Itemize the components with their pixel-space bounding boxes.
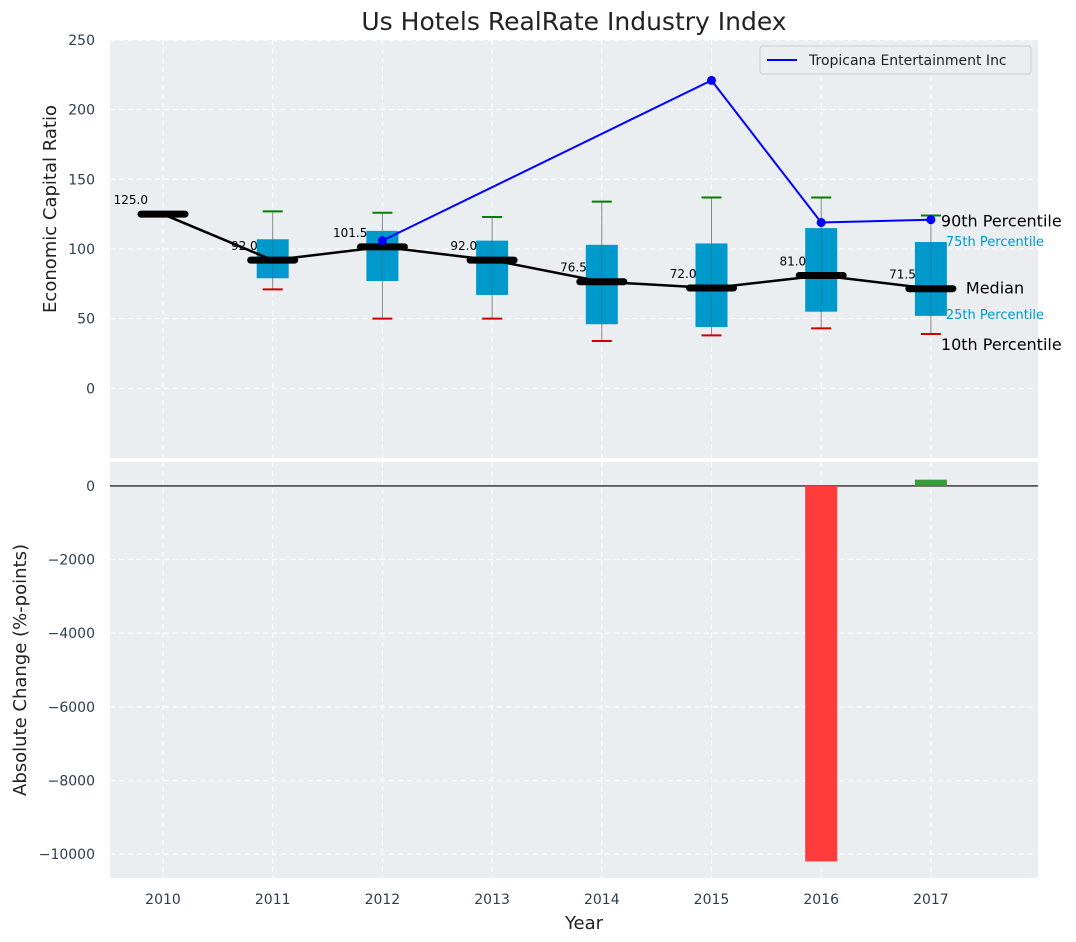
top-y-tick-label: 200 [68, 103, 95, 119]
company-series-point [816, 218, 826, 228]
annotation-75th: 75th Percentile [946, 235, 1044, 250]
bottom-y-tick-label: −10000 [39, 847, 95, 863]
change-bar [805, 485, 838, 862]
bottom-y-tick-label: −2000 [48, 553, 95, 569]
x-axis-title: Year [564, 913, 604, 934]
median-value-label: 71.5 [889, 268, 916, 282]
legend-label: Tropicana Entertainment Inc [808, 53, 1007, 69]
bottom-y-tick-label: 0 [86, 479, 95, 495]
top-y-axis-title: Economic Capital Ratio [40, 105, 61, 313]
company-series-point [926, 215, 936, 225]
bottom-plot-area [110, 462, 1038, 878]
top-y-tick-label: 250 [68, 33, 95, 49]
top-y-tick-label: 50 [77, 312, 95, 328]
top-y-tick-label: 0 [86, 381, 95, 397]
median-value-label: 76.5 [560, 261, 587, 275]
bottom-y-axis-title: Absolute Change (%-points) [10, 544, 31, 796]
annotation-median: Median [966, 279, 1024, 298]
median-value-label: 101.5 [333, 226, 367, 240]
company-series-line [381, 79, 931, 242]
x-tick-label: 2014 [584, 892, 620, 908]
bottom-y-tick-label: −4000 [48, 626, 95, 642]
median-value-label: 92.0 [231, 239, 258, 253]
x-tick-label: 2015 [694, 892, 730, 908]
x-tick-label: 2016 [803, 892, 839, 908]
median-value-label: 125.0 [114, 193, 148, 207]
annotation-10th: 10th Percentile [941, 335, 1062, 354]
legend-box [759, 45, 1032, 75]
chart-title: Us Hotels RealRate Industry Index [361, 7, 786, 36]
median-value-label: 72.0 [670, 267, 697, 281]
bottom-y-tick-label: −6000 [48, 700, 95, 716]
x-tick-label: 2012 [365, 892, 401, 908]
annotation-25th: 25th Percentile [946, 308, 1044, 323]
change-bar [914, 479, 947, 486]
top-y-tick-label: 100 [68, 242, 95, 258]
median-value-label: 92.0 [450, 239, 477, 253]
x-tick-label: 2017 [913, 892, 949, 908]
company-series-point [707, 75, 716, 85]
company-series-point [377, 236, 387, 246]
median-value-label: 81.0 [779, 254, 806, 268]
x-tick-label: 2011 [255, 892, 291, 908]
annotation-90th: 90th Percentile [941, 212, 1062, 231]
x-tick-label: 2013 [474, 892, 510, 908]
bottom-y-tick-label: −8000 [48, 773, 95, 789]
x-tick-label: 2010 [145, 892, 181, 908]
top-y-tick-label: 150 [68, 172, 95, 188]
